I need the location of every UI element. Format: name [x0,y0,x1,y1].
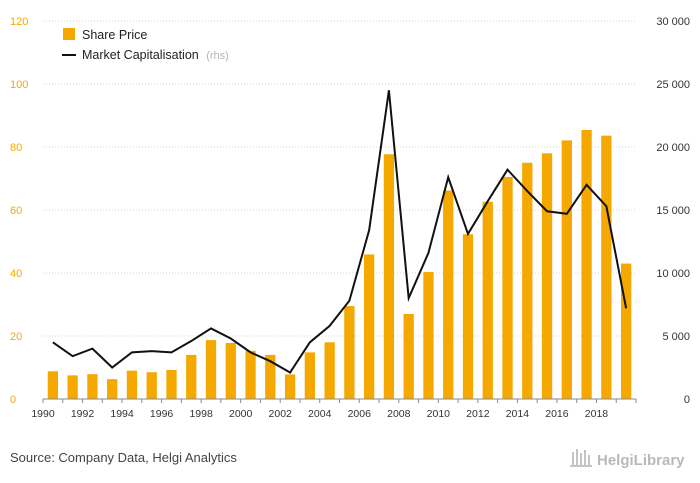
bar-share-price [166,370,177,399]
y-left-tick-label: 40 [10,268,22,280]
x-tick-label: 2012 [466,408,490,420]
x-tick-label: 2006 [348,408,372,420]
bar-share-price [482,201,493,399]
bar-share-price [265,354,276,399]
x-tick-label: 1994 [110,408,134,420]
bar-share-price [245,350,256,399]
bar-share-price [462,234,474,399]
y-right-tick-label: 0 [684,394,690,406]
bar-series [47,129,632,400]
bar-share-price [364,254,375,399]
line-series [52,90,628,374]
bar-share-price [620,263,632,399]
bar-share-price [502,176,513,399]
x-tick-label: 2000 [229,408,253,420]
bar-share-price [47,371,59,399]
source-note: Source: Company Data, Helgi Analytics [10,450,237,465]
bar-share-price [284,374,296,399]
bar-share-price [186,354,197,399]
y-right-tick-label: 10 000 [656,268,690,280]
y-left-tick-label: 0 [10,394,16,406]
y-left-tick-label: 100 [10,79,28,91]
legend-swatch-share-price [63,28,75,40]
bar-share-price [383,154,395,399]
bar-share-price [581,129,592,400]
y-right-tick-label: 20 000 [656,142,690,154]
bar-share-price [87,374,98,399]
y-left-tick-label: 20 [10,331,22,343]
legend-note-rhs: (rhs) [206,50,229,62]
x-tick-label: 1992 [71,408,95,420]
bar-share-price [304,352,315,399]
x-tick-label: 2014 [506,408,530,420]
x-tick-label: 2018 [585,408,609,420]
y-left-tick-label: 120 [10,16,28,28]
bar-share-price [541,153,553,399]
brand-logo: HelgiLibrary [570,449,685,469]
bar-share-price [146,372,157,399]
legend: Share Price Market Capitalisation (rhs) [62,28,229,62]
brand-icon [570,449,592,467]
y-left-tick-label: 80 [10,142,22,154]
y-right-tick-label: 5 000 [662,331,690,343]
y-left-tick-label: 60 [10,205,22,217]
bar-share-price [443,190,454,399]
line-market-cap [52,90,628,374]
bar-share-price [344,306,355,399]
x-tick-label: 2008 [387,408,411,420]
x-tick-label: 2010 [427,408,451,420]
bar-share-price [225,342,236,399]
bar-share-price [205,340,217,399]
bar-share-price [403,313,414,399]
brand-name: HelgiLibrary [597,452,685,469]
x-tick-label: 1996 [150,408,174,420]
y-right-tick-label: 30 000 [656,16,690,28]
x-tick-label: 1998 [189,408,213,420]
bar-share-price [107,379,118,399]
axes: 0 0 20 5 000 40 10 000 60 15 000 80 20 000 100 25 0… [10,16,690,420]
svg-text:Market Capitalisation: Market Capitalisation (rhs) [82,48,229,62]
y-right-tick-label: 25 000 [656,79,690,91]
legend-label-share-price: Share Price [82,28,147,42]
bar-share-price [423,272,434,399]
bar-share-price [601,135,612,399]
bar-share-price [324,342,335,399]
x-tick-label: 1990 [31,408,55,420]
x-tick-label: 2004 [308,408,332,420]
x-tick-label: 2002 [269,408,293,420]
bar-share-price [126,370,138,399]
x-tick-label: 2016 [545,408,569,420]
bar-share-price [67,375,78,399]
y-right-tick-label: 15 000 [656,205,690,217]
bar-share-price [522,162,533,399]
bar-share-price [561,140,572,399]
legend-label-market-cap: Market Capitalisation [82,48,199,62]
